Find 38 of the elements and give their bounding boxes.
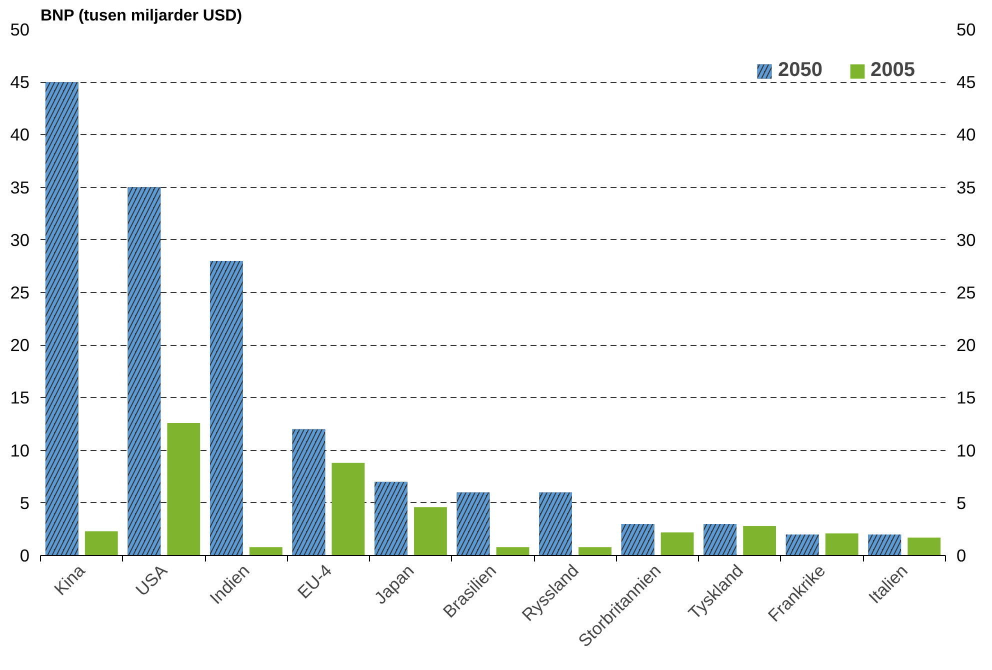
y2-tick-label: 35 xyxy=(956,177,976,198)
x-tick-label: Kina xyxy=(50,560,89,600)
y-tick-label: 20 xyxy=(10,335,30,356)
y2-tick-label: 5 xyxy=(956,492,966,513)
y2-tick-label: 40 xyxy=(956,124,976,145)
bar xyxy=(908,538,941,556)
y2-tick-label: 20 xyxy=(956,335,976,356)
y-tick-label: 45 xyxy=(10,72,30,92)
y2-tick-label: 15 xyxy=(956,388,976,408)
legend-label: 2005 xyxy=(870,59,915,82)
bar xyxy=(167,422,200,556)
bar xyxy=(84,531,118,556)
y-tick-label: 10 xyxy=(10,440,30,460)
y2-tick-label: 50 xyxy=(956,20,976,40)
y-tick-label: 35 xyxy=(10,177,30,198)
y-tick-label: 30 xyxy=(10,230,30,250)
y-axis-title: BNP (tusen miljarder USD) xyxy=(40,8,242,24)
y2-tick-label: 45 xyxy=(956,72,976,92)
bar xyxy=(414,507,447,556)
y-tick-label: 5 xyxy=(20,492,30,513)
y2-tick-label: 10 xyxy=(956,440,976,460)
legend-label: 2050 xyxy=(778,59,822,82)
y2-tick-label: 0 xyxy=(956,546,966,566)
y-tick-label: 15 xyxy=(10,388,30,408)
y-tick-label: 40 xyxy=(10,124,30,145)
y2-tick-label: 25 xyxy=(956,282,976,302)
bar xyxy=(332,462,365,556)
bar xyxy=(825,533,858,556)
y-tick-label: 0 xyxy=(20,546,30,566)
bar xyxy=(578,547,612,556)
y-tick-label: 25 xyxy=(10,282,30,302)
bar xyxy=(743,526,776,556)
y-tick-label: 50 xyxy=(10,20,30,40)
x-tick-label: USA xyxy=(132,560,172,600)
bar xyxy=(496,547,530,556)
y2-tick-label: 30 xyxy=(956,230,976,250)
bar xyxy=(249,547,282,556)
bar xyxy=(660,532,694,556)
